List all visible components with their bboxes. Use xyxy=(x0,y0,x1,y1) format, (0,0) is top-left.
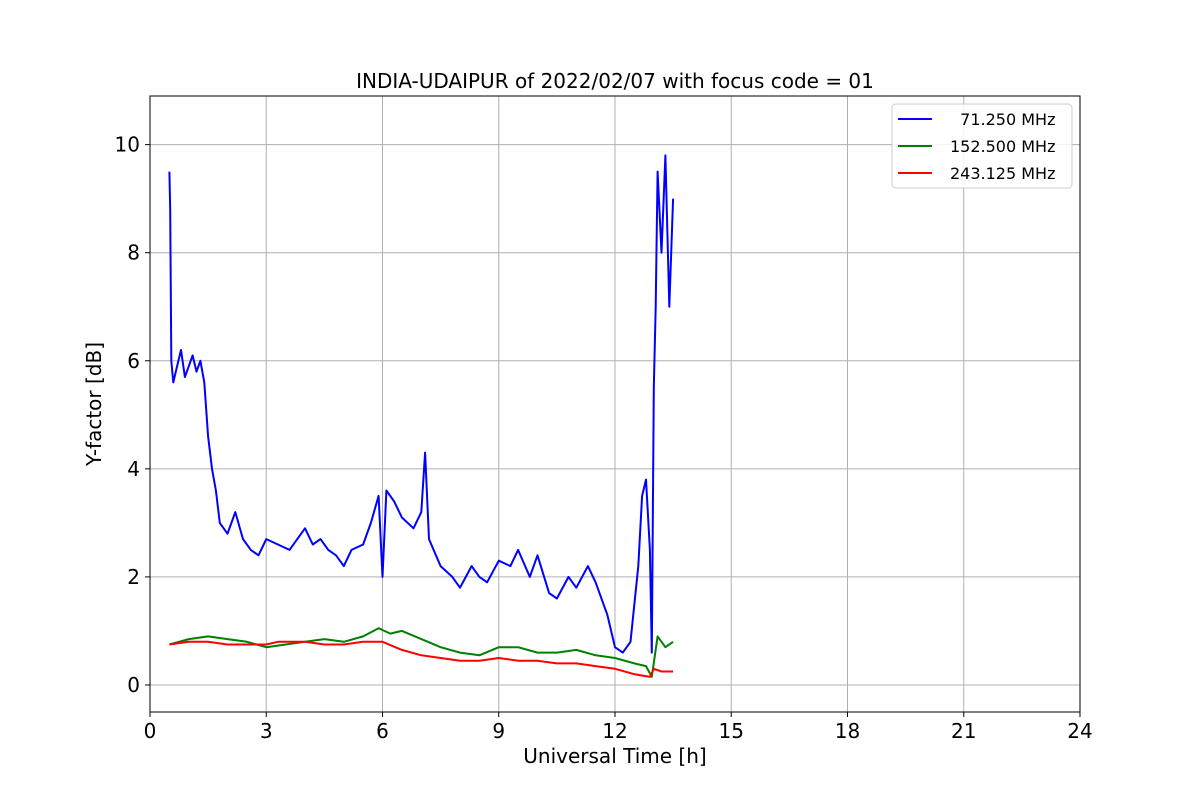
x-tick-label: 21 xyxy=(951,719,976,743)
series-line-2 xyxy=(169,640,674,678)
grid xyxy=(149,96,1081,712)
y-axis-label: Y-factor [dB] xyxy=(82,342,106,467)
x-tick-label: 3 xyxy=(260,719,273,743)
y-tick-label: 2 xyxy=(127,565,140,589)
series-line-1 xyxy=(169,627,674,678)
series-line-0 xyxy=(168,154,675,654)
legend-label-2: 243.125 MHz xyxy=(950,164,1055,183)
y-tick-label: 6 xyxy=(127,349,140,373)
x-tick-label: 9 xyxy=(492,719,505,743)
y-tick-label: 0 xyxy=(127,673,140,697)
x-tick-label: 18 xyxy=(835,719,860,743)
legend: 71.250 MHz 152.500 MHz 243.125 MHz xyxy=(891,103,1073,189)
x-tick-label: 24 xyxy=(1067,719,1092,743)
x-axis-label: Universal Time [h] xyxy=(523,744,706,768)
legend-box xyxy=(891,103,1073,189)
y-tick-label: 4 xyxy=(127,457,140,481)
x-tick-label: 15 xyxy=(719,719,744,743)
x-tick-label: 0 xyxy=(144,719,157,743)
y-tick-label: 8 xyxy=(127,241,140,265)
legend-label-0: 71.250 MHz xyxy=(950,110,1055,129)
x-tick-label: 12 xyxy=(602,719,627,743)
series-layer xyxy=(168,154,675,678)
x-tick-label: 6 xyxy=(376,719,389,743)
y-tick-label: 10 xyxy=(115,133,140,157)
legend-label-1: 152.500 MHz xyxy=(950,137,1055,156)
chart-title: INDIA-UDAIPUR of 2022/02/07 with focus c… xyxy=(356,69,874,93)
